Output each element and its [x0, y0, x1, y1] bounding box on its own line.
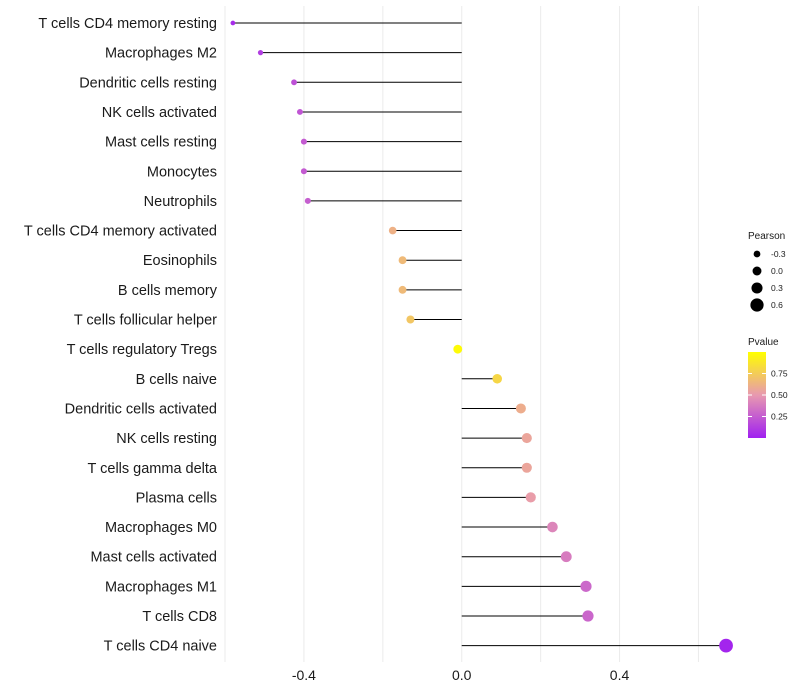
pvalue-legend-label: 0.50: [771, 390, 788, 400]
pearson-size-legend: Pearson -0.3 0.0 0.3 0.6: [748, 231, 786, 312]
lollipop-point: [521, 433, 532, 444]
pearson-legend-key: [751, 282, 763, 294]
category-label: NK cells activated: [102, 105, 217, 121]
pearson-legend-key: [750, 298, 764, 312]
pearson-legend-key: [753, 250, 761, 258]
category-label: T cells gamma delta: [88, 461, 218, 477]
pvalue-legend-label: 0.75: [771, 369, 788, 379]
category-label: B cells memory: [118, 283, 218, 299]
grid-layer: [224, 6, 699, 662]
category-label: Dendritic cells resting: [79, 75, 217, 91]
x-tick-label: -0.4: [292, 667, 316, 683]
lollipop-point: [547, 521, 558, 533]
lollipop-point: [525, 492, 536, 503]
lollipop-point: [296, 108, 303, 115]
lollipop-point: [304, 197, 311, 204]
category-label: T cells CD4 naive: [104, 639, 217, 655]
pearson-legend-label: 0.0: [771, 266, 783, 276]
lollipop-point: [398, 285, 407, 294]
category-label: Plasma cells: [136, 490, 217, 506]
lollipop-point: [388, 226, 397, 235]
pearson-legend-label: 0.3: [771, 283, 783, 293]
x-tick-label: 0.4: [610, 667, 630, 683]
pearson-legend-key: [752, 266, 762, 276]
category-label: NK cells resting: [116, 431, 217, 447]
category-label: Monocytes: [147, 164, 217, 180]
lollipop-point: [719, 638, 733, 653]
category-label: Macrophages M1: [105, 579, 217, 595]
category-label: T cells CD4 memory activated: [24, 224, 217, 240]
lollipop-point: [257, 50, 264, 56]
pearson-legend-label: 0.6: [771, 300, 783, 310]
lollipop-point: [515, 403, 526, 414]
category-label: B cells naive: [136, 372, 217, 388]
lollipop-point: [492, 374, 503, 384]
lollipop-point: [300, 168, 307, 175]
lollipop-point: [406, 315, 415, 324]
lollipop-point: [521, 462, 532, 473]
lollipop-point: [580, 580, 592, 592]
pearson-legend-label: -0.3: [771, 249, 786, 259]
category-label: Eosinophils: [143, 253, 217, 269]
category-label: T cells regulatory Tregs: [67, 342, 217, 358]
category-label: Macrophages M2: [105, 46, 217, 62]
lollipop-point: [398, 256, 407, 265]
x-tick-label: 0.0: [452, 667, 472, 683]
category-label: T cells CD8: [142, 609, 217, 625]
pvalue-legend-label: 0.25: [771, 412, 788, 422]
category-label: Mast cells activated: [90, 550, 217, 566]
lollipop-point: [291, 79, 297, 86]
dot-layer: [230, 20, 733, 653]
pvalue-colorbar: [748, 352, 766, 438]
category-label: Mast cells resting: [105, 135, 217, 151]
lollipop-point: [560, 551, 572, 563]
category-labels: T cells CD4 memory resting Macrophages M2…: [24, 16, 218, 655]
stem-layer: [232, 22, 727, 647]
category-label: T cells CD4 memory resting: [38, 16, 217, 32]
lollipop-point: [453, 344, 463, 354]
lollipop-point: [300, 138, 307, 145]
category-label: Dendritic cells activated: [65, 401, 217, 417]
pvalue-legend-title: Pvalue: [748, 337, 779, 348]
category-label: Macrophages M0: [105, 520, 217, 536]
category-label: T cells follicular helper: [74, 313, 217, 329]
lollipop-point: [582, 610, 594, 622]
pearson-legend-title: Pearson: [748, 231, 785, 242]
x-axis-ticks: -0.4 0.0 0.4: [292, 667, 630, 683]
category-label: Neutrophils: [144, 194, 217, 210]
lollipop-point: [230, 20, 236, 26]
pvalue-color-legend: Pvalue 0.25 0.50 0.75: [748, 337, 788, 438]
